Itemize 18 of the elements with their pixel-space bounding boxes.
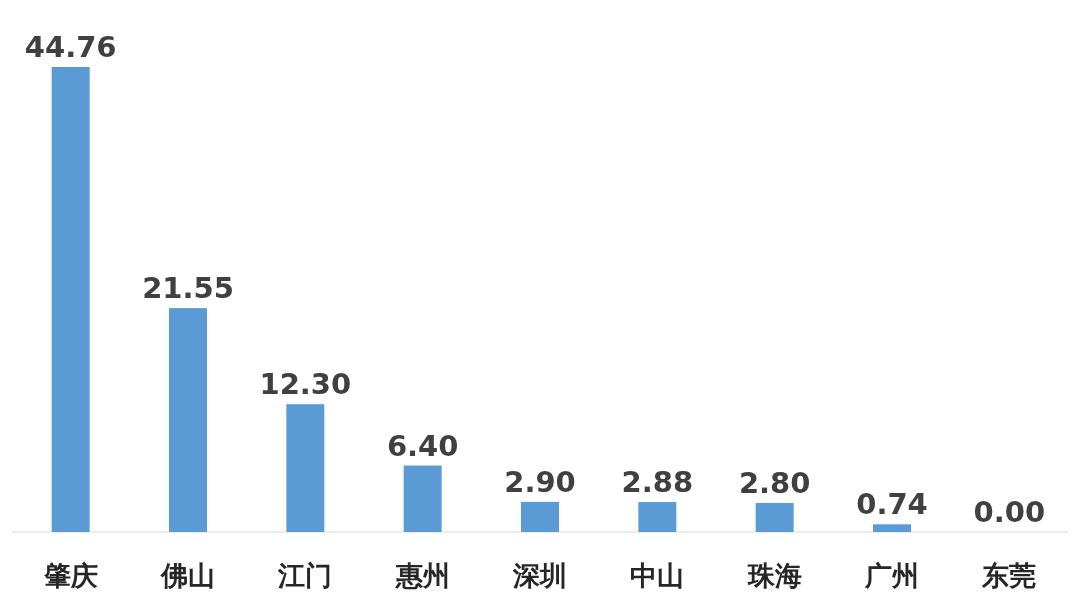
data-label: 12.30 xyxy=(259,367,352,402)
x-tick-label: 佛山 xyxy=(160,560,215,591)
x-tick-label: 东莞 xyxy=(981,560,1037,591)
data-label: 21.55 xyxy=(142,271,234,306)
data-label: 0.00 xyxy=(973,495,1046,529)
x-tick-label: 深圳 xyxy=(512,560,567,591)
x-tick-label: 珠海 xyxy=(746,560,802,591)
x-tick-label: 江门 xyxy=(277,560,333,591)
data-label: 2.90 xyxy=(504,464,576,499)
data-label: 6.40 xyxy=(386,428,459,463)
x-tick-label: 肇庆 xyxy=(42,560,98,591)
x-tick-label: 惠州 xyxy=(394,560,450,591)
data-label: 2.80 xyxy=(738,465,811,500)
data-label: 2.88 xyxy=(621,465,694,500)
x-tick-label: 中山 xyxy=(630,560,685,591)
x-tick-label: 广州 xyxy=(864,560,919,591)
data-label: 0.74 xyxy=(856,487,928,522)
data-label: 44.76 xyxy=(24,30,117,64)
